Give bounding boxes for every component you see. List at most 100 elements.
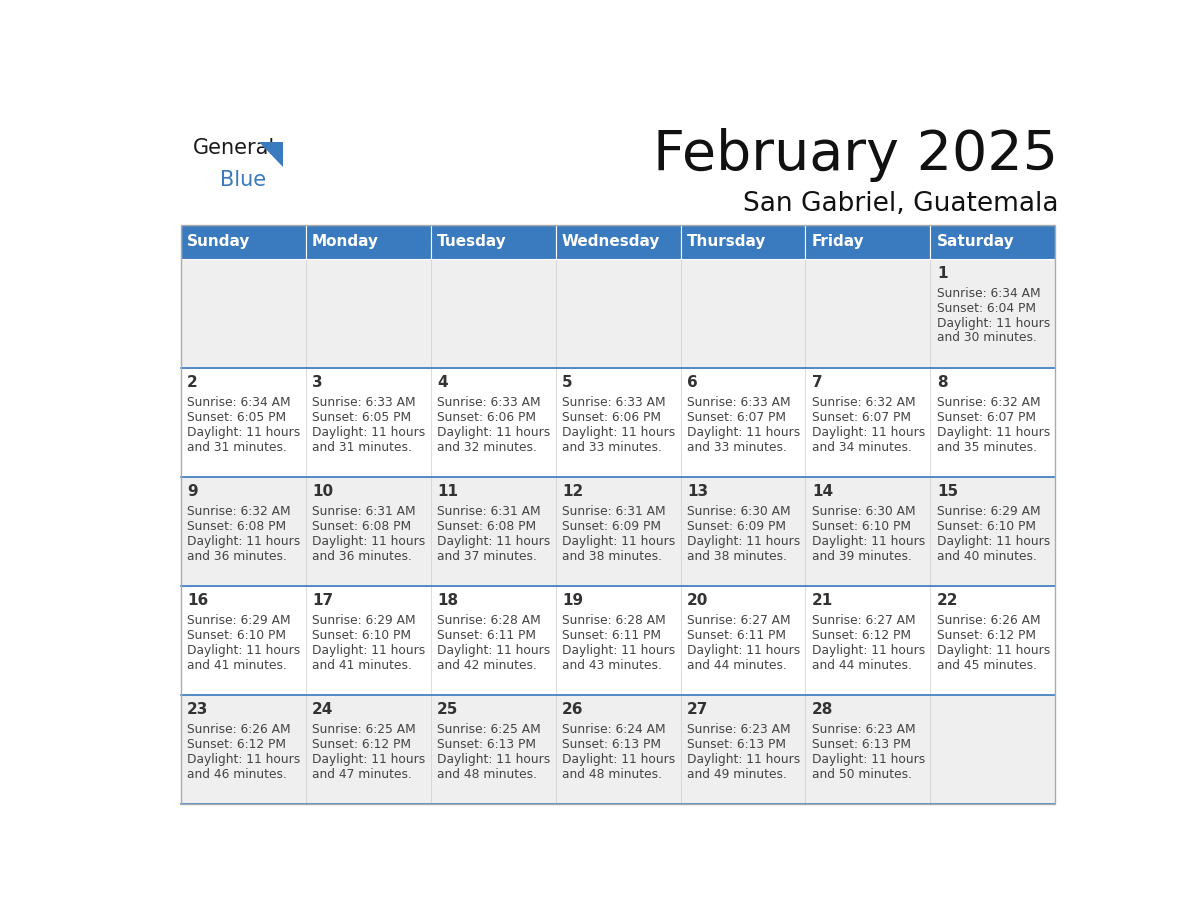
Bar <box>681 225 805 259</box>
Text: Sunset: 6:04 PM: Sunset: 6:04 PM <box>937 302 1036 315</box>
Text: 7: 7 <box>811 375 822 390</box>
Text: Daylight: 11 hours: Daylight: 11 hours <box>437 535 550 548</box>
Text: Thursday: Thursday <box>687 234 766 249</box>
Text: Sunset: 6:13 PM: Sunset: 6:13 PM <box>562 738 661 751</box>
Text: Daylight: 11 hours: Daylight: 11 hours <box>437 644 550 657</box>
Text: Daylight: 11 hours: Daylight: 11 hours <box>937 535 1050 548</box>
Text: and 36 minutes.: and 36 minutes. <box>188 550 287 563</box>
Text: 9: 9 <box>188 484 197 499</box>
Text: Daylight: 11 hours: Daylight: 11 hours <box>188 535 301 548</box>
Text: Sunset: 6:12 PM: Sunset: 6:12 PM <box>811 629 911 642</box>
Text: Daylight: 11 hours: Daylight: 11 hours <box>437 753 550 767</box>
Text: 24: 24 <box>312 702 334 717</box>
Text: 13: 13 <box>687 484 708 499</box>
Bar <box>430 695 556 804</box>
Text: Daylight: 11 hours: Daylight: 11 hours <box>811 644 925 657</box>
Text: 18: 18 <box>437 593 459 608</box>
Text: and 48 minutes.: and 48 minutes. <box>437 768 537 781</box>
Text: Daylight: 11 hours: Daylight: 11 hours <box>811 426 925 439</box>
Text: 25: 25 <box>437 702 459 717</box>
Text: Sunset: 6:08 PM: Sunset: 6:08 PM <box>188 520 286 533</box>
Text: Sunrise: 6:29 AM: Sunrise: 6:29 AM <box>937 505 1041 518</box>
Text: and 48 minutes.: and 48 minutes. <box>562 768 662 781</box>
Text: Sunrise: 6:32 AM: Sunrise: 6:32 AM <box>811 396 916 409</box>
Bar <box>305 476 430 586</box>
Text: Sunrise: 6:34 AM: Sunrise: 6:34 AM <box>937 286 1041 300</box>
Bar <box>556 476 681 586</box>
Text: and 35 minutes.: and 35 minutes. <box>937 441 1037 453</box>
Text: Sunrise: 6:31 AM: Sunrise: 6:31 AM <box>562 505 665 518</box>
Text: San Gabriel, Guatemala: San Gabriel, Guatemala <box>742 192 1059 218</box>
Text: 6: 6 <box>687 375 697 390</box>
Text: Daylight: 11 hours: Daylight: 11 hours <box>188 644 301 657</box>
Text: Daylight: 11 hours: Daylight: 11 hours <box>937 317 1050 330</box>
Text: and 30 minutes.: and 30 minutes. <box>937 331 1037 344</box>
Text: and 47 minutes.: and 47 minutes. <box>312 768 412 781</box>
Text: 23: 23 <box>188 702 209 717</box>
Bar <box>805 586 930 695</box>
Text: Sunrise: 6:27 AM: Sunrise: 6:27 AM <box>811 614 916 627</box>
Text: Sunrise: 6:33 AM: Sunrise: 6:33 AM <box>312 396 416 409</box>
Text: 26: 26 <box>562 702 583 717</box>
Text: February 2025: February 2025 <box>653 128 1059 182</box>
Text: and 40 minutes.: and 40 minutes. <box>937 550 1037 563</box>
Text: and 41 minutes.: and 41 minutes. <box>188 659 287 672</box>
Bar <box>305 225 430 259</box>
Text: and 33 minutes.: and 33 minutes. <box>687 441 786 453</box>
Text: Sunset: 6:13 PM: Sunset: 6:13 PM <box>437 738 536 751</box>
Text: Daylight: 11 hours: Daylight: 11 hours <box>811 535 925 548</box>
Text: Sunset: 6:13 PM: Sunset: 6:13 PM <box>811 738 911 751</box>
Text: Sunrise: 6:30 AM: Sunrise: 6:30 AM <box>687 505 790 518</box>
Text: Saturday: Saturday <box>937 234 1015 249</box>
Text: Daylight: 11 hours: Daylight: 11 hours <box>562 644 675 657</box>
Text: Sunrise: 6:31 AM: Sunrise: 6:31 AM <box>437 505 541 518</box>
Bar <box>930 476 1055 586</box>
Text: Sunset: 6:07 PM: Sunset: 6:07 PM <box>811 411 911 424</box>
Text: and 34 minutes.: and 34 minutes. <box>811 441 912 453</box>
Text: Daylight: 11 hours: Daylight: 11 hours <box>687 535 801 548</box>
Text: Daylight: 11 hours: Daylight: 11 hours <box>188 426 301 439</box>
Text: and 36 minutes.: and 36 minutes. <box>312 550 412 563</box>
Text: Sunrise: 6:33 AM: Sunrise: 6:33 AM <box>437 396 541 409</box>
Text: Sunset: 6:09 PM: Sunset: 6:09 PM <box>687 520 786 533</box>
Text: Sunrise: 6:28 AM: Sunrise: 6:28 AM <box>437 614 541 627</box>
Text: 8: 8 <box>937 375 948 390</box>
Text: Sunset: 6:12 PM: Sunset: 6:12 PM <box>312 738 411 751</box>
Text: and 44 minutes.: and 44 minutes. <box>687 659 786 672</box>
Text: Daylight: 11 hours: Daylight: 11 hours <box>937 644 1050 657</box>
Text: 19: 19 <box>562 593 583 608</box>
Text: Friday: Friday <box>811 234 865 249</box>
Text: Sunset: 6:11 PM: Sunset: 6:11 PM <box>437 629 536 642</box>
Text: and 31 minutes.: and 31 minutes. <box>312 441 412 453</box>
Text: Sunrise: 6:32 AM: Sunrise: 6:32 AM <box>937 396 1041 409</box>
Bar <box>930 695 1055 804</box>
Bar <box>805 259 930 368</box>
Text: Sunset: 6:10 PM: Sunset: 6:10 PM <box>937 520 1036 533</box>
Text: Sunset: 6:10 PM: Sunset: 6:10 PM <box>188 629 286 642</box>
Text: Sunset: 6:09 PM: Sunset: 6:09 PM <box>562 520 661 533</box>
Text: 28: 28 <box>811 702 833 717</box>
Bar <box>556 586 681 695</box>
Bar <box>805 476 930 586</box>
Text: Sunrise: 6:32 AM: Sunrise: 6:32 AM <box>188 505 291 518</box>
Text: Daylight: 11 hours: Daylight: 11 hours <box>312 753 425 767</box>
Text: Monday: Monday <box>312 234 379 249</box>
Text: Daylight: 11 hours: Daylight: 11 hours <box>312 535 425 548</box>
Text: Daylight: 11 hours: Daylight: 11 hours <box>687 644 801 657</box>
Text: Sunrise: 6:25 AM: Sunrise: 6:25 AM <box>312 723 416 736</box>
Text: Daylight: 11 hours: Daylight: 11 hours <box>312 644 425 657</box>
Bar <box>681 695 805 804</box>
Text: Sunset: 6:12 PM: Sunset: 6:12 PM <box>188 738 286 751</box>
Bar <box>930 586 1055 695</box>
Text: Sunrise: 6:31 AM: Sunrise: 6:31 AM <box>312 505 416 518</box>
Text: Daylight: 11 hours: Daylight: 11 hours <box>562 426 675 439</box>
Text: 10: 10 <box>312 484 334 499</box>
Text: Sunset: 6:12 PM: Sunset: 6:12 PM <box>937 629 1036 642</box>
Bar <box>181 259 305 368</box>
Text: Sunrise: 6:26 AM: Sunrise: 6:26 AM <box>188 723 291 736</box>
Text: 20: 20 <box>687 593 708 608</box>
Text: 5: 5 <box>562 375 573 390</box>
Text: Sunrise: 6:23 AM: Sunrise: 6:23 AM <box>811 723 916 736</box>
Bar <box>805 368 930 476</box>
Text: 16: 16 <box>188 593 208 608</box>
